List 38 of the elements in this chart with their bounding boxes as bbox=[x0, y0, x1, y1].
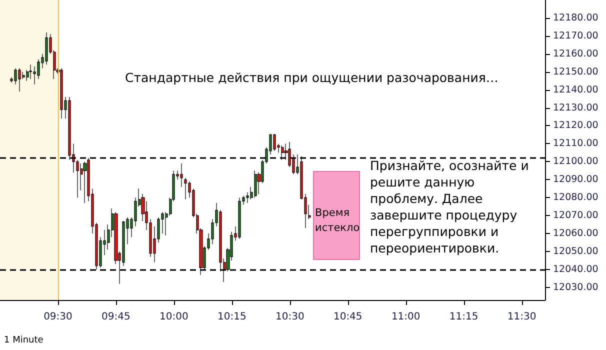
x-tick-label: 09:30 bbox=[44, 312, 72, 322]
y-tick-label: 12060.00 bbox=[553, 228, 598, 240]
candlestick bbox=[18, 68, 21, 92]
y-tick-label: 12160.00 bbox=[553, 48, 598, 60]
y-tick-label: 12110.00 bbox=[553, 138, 598, 150]
y-tick-label: 12050.00 bbox=[553, 246, 598, 257]
candlestick bbox=[45, 32, 48, 65]
candlestick bbox=[238, 197, 241, 240]
x-tick-label: 11:30 bbox=[507, 312, 536, 322]
y-tick-label: 12090.00 bbox=[553, 174, 598, 186]
y-tick-label: 12120.00 bbox=[553, 120, 598, 132]
x-tick-label: 10:30 bbox=[275, 312, 304, 322]
candlestick bbox=[60, 68, 63, 119]
y-tick-label: 12030.00 bbox=[553, 282, 598, 293]
y-tick-label: 12070.00 bbox=[553, 210, 598, 222]
x-tick-label: 10:15 bbox=[218, 312, 246, 322]
candlestick bbox=[273, 134, 276, 152]
x-tick-label: 10:00 bbox=[160, 312, 188, 322]
x-tick-label: 09:45 bbox=[102, 312, 130, 322]
y-tick-label: 12150.00 bbox=[553, 66, 598, 78]
y-tick-label: 12040.00 bbox=[553, 264, 598, 275]
text: 1 Minute bbox=[4, 336, 44, 346]
note-box: Время истекло bbox=[313, 171, 360, 260]
y-tick-label: 12100.00 bbox=[553, 156, 598, 168]
y-tick-label: 12130.00 bbox=[553, 102, 598, 114]
y-tick-label: 12080.00 bbox=[553, 192, 598, 204]
y-tick-label: 12170.00 bbox=[553, 30, 598, 42]
annotation: Признайте, осознайте и решите данную проблему. Далее завершите процедуру перегруппировки и переориентировки. bbox=[370, 158, 529, 256]
candlestick bbox=[254, 170, 257, 198]
x-tick-label: 11:00 bbox=[391, 312, 420, 322]
x-tick-label: 10:45 bbox=[333, 312, 362, 322]
candlestick bbox=[184, 178, 187, 200]
candlestick bbox=[180, 163, 183, 188]
candlestick bbox=[83, 161, 87, 204]
y-tick-label: 12140.00 bbox=[553, 84, 598, 96]
x-tick-label: 11:15 bbox=[449, 312, 478, 322]
text: Стандартные действия при ощущении разочарования… bbox=[125, 70, 498, 85]
y-tick-label: 12180.00 bbox=[553, 12, 598, 24]
